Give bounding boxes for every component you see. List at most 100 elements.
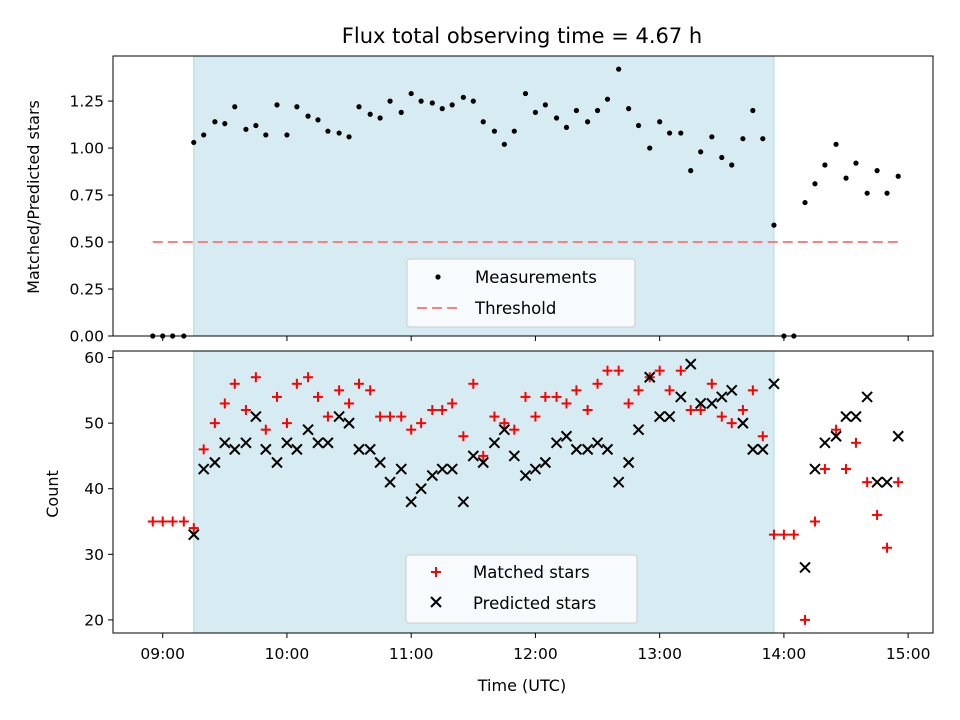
predicted-star-point [850,410,862,423]
predicted-star-point [498,423,511,436]
measurement-point [491,128,498,134]
matched-star-point [862,477,873,488]
x-tick-label: 09:00 [140,645,185,663]
matched-star-point [272,391,282,402]
predicted-star-point [364,443,376,456]
measurement-point [635,122,642,129]
matched-star-point [850,437,861,448]
predicted-star-point [488,437,501,449]
predicted-star-point [508,450,521,462]
measurement-point [812,181,818,187]
matched-star-point [303,372,314,383]
matched-star-point [198,444,209,455]
predicted-star-point [861,391,873,403]
measurement-point [874,168,880,174]
predicted-star-point [716,391,728,403]
predicted-star-point [384,476,396,488]
predicted-star-point [612,476,625,488]
matched-star-point [458,431,469,442]
predicted-star-point [374,456,386,469]
matched-star-point [396,411,407,422]
measurement-point [325,128,331,134]
measurement-point [843,175,849,181]
matched-star-point [592,378,603,389]
predicted-star-point [570,443,583,456]
matched-star-point [654,365,665,376]
legend-matched-label: Matched stars [473,563,590,582]
matched-star-point [334,385,345,396]
measurement-point [212,119,218,125]
top-legend-box [406,258,636,328]
bottom-axes-frame [112,350,934,634]
predicted-star-point [529,463,542,475]
measurement-point [542,102,548,108]
bottom-y-axis-ticks: 20 30 40 50 60 [84,349,113,629]
measurement-point [553,115,560,121]
matched-star-point [365,385,376,396]
predicted-star-point [550,437,563,449]
matched-star-point [737,405,748,416]
measurement-point [294,104,300,110]
matched-star-point [219,398,230,409]
x-tick-label: 12:00 [513,645,558,663]
predicted-star-point [622,456,635,469]
measurement-point [346,134,352,140]
matched-star-point [757,431,768,442]
measurement-point [760,136,766,142]
matched-star-point [167,516,178,527]
predicted-star-point [830,430,842,442]
matched-star-point [540,391,551,402]
predicted-star-point [768,378,780,390]
measurement-point [263,132,269,138]
measurement-point [688,168,694,174]
measurement-point [647,145,653,151]
matched-star-point [841,464,852,475]
matched-star-point [893,477,904,488]
predicted-star-point [644,371,656,383]
measurement-point [418,98,424,104]
measurement-point [729,162,735,168]
predicted-star-point [601,443,614,456]
measurement-point [501,141,507,147]
predicted-star-point [892,430,904,442]
measurement-point [377,115,383,121]
measurement-point [429,100,435,106]
matched-star-point [520,391,531,402]
matched-star-point [229,378,240,389]
matched-star-point [375,411,386,422]
matched-star-point [478,450,489,461]
matched-star-point [188,523,199,534]
measurement-point [657,119,663,125]
measurement-point [336,130,342,136]
predicted-star-point [229,443,241,456]
measurement-point [243,126,249,132]
measurement-point [626,106,632,112]
predicted-star-point [353,443,365,456]
measurement-point [408,90,414,97]
bottom-x-axis-ticks: 09:00 10:00 11:00 12:00 13:00 14:00 15:00 [140,633,930,663]
predicted-star-point [302,423,314,436]
matched-star-point [209,418,220,429]
predicted-star-point [840,410,852,423]
matched-star-point [685,405,696,416]
bottom-legend: Matched stars Predicted stars [405,554,638,624]
measurement-point [480,119,486,125]
predicted-star-point [675,391,687,403]
legend-predicted-label: Predicted stars [473,594,596,613]
predicted-star-point [281,437,293,449]
predicted-star-point [726,384,738,397]
predicted-star-point [426,469,439,482]
measurement-point [522,90,529,97]
matched-star-point [882,542,893,553]
matched-star-point [623,398,634,409]
matched-star-point [872,509,883,520]
measurement-point [356,104,362,110]
measurement-point [698,149,704,155]
measurement-point [511,128,517,134]
x-tick-label: 13:00 [637,645,682,663]
predicted-star-point [560,430,573,442]
matched-star-point [613,365,624,376]
matched-star-point [551,391,562,402]
measurement-point [367,111,373,117]
measurement-point [201,132,207,138]
